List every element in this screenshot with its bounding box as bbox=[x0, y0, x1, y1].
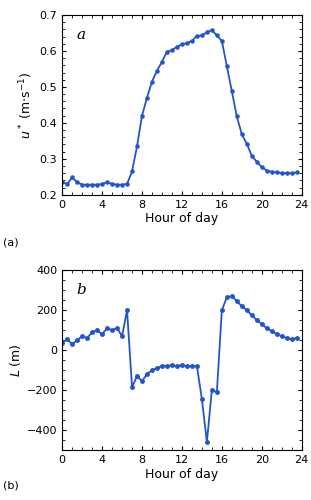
Y-axis label: $u^*$ (m$\cdot$s$^{-1}$): $u^*$ (m$\cdot$s$^{-1}$) bbox=[18, 71, 35, 138]
X-axis label: Hour of day: Hour of day bbox=[145, 468, 219, 480]
X-axis label: Hour of day: Hour of day bbox=[145, 212, 219, 226]
Text: (b): (b) bbox=[3, 480, 19, 490]
Y-axis label: $L$ (m): $L$ (m) bbox=[8, 343, 23, 377]
Text: (a): (a) bbox=[3, 238, 19, 248]
Text: b: b bbox=[77, 283, 86, 297]
Text: a: a bbox=[77, 28, 86, 42]
